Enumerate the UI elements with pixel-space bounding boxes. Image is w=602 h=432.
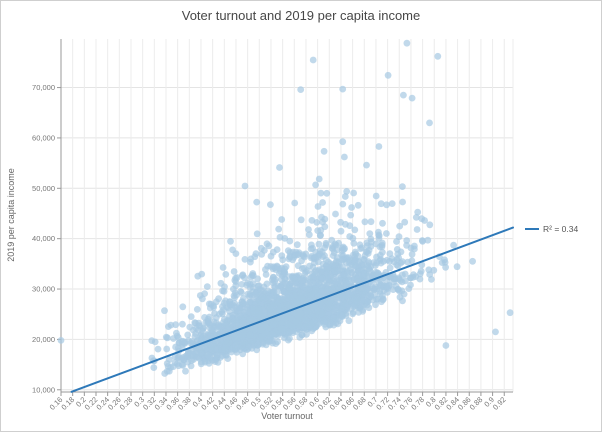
svg-text:30,000: 30,000	[32, 285, 55, 294]
svg-text:60,000: 60,000	[32, 133, 55, 142]
chart-title: Voter turnout and 2019 per capita income	[181, 8, 421, 23]
svg-text:70,000: 70,000	[32, 83, 55, 92]
svg-text:40,000: 40,000	[32, 234, 55, 243]
trendline-legend: R² = 0.34	[525, 224, 578, 234]
trendline-legend-swatch-icon	[525, 228, 539, 230]
svg-text:10,000: 10,000	[32, 385, 55, 394]
svg-text:0.92: 0.92	[491, 395, 508, 412]
svg-text:20,000: 20,000	[32, 335, 55, 344]
svg-text:50,000: 50,000	[32, 184, 55, 193]
trendline-legend-label: R² = 0.34	[543, 224, 579, 234]
x-axis-title: Voter turnout	[261, 411, 313, 421]
y-axis-title: 2019 per capita income	[6, 168, 16, 262]
